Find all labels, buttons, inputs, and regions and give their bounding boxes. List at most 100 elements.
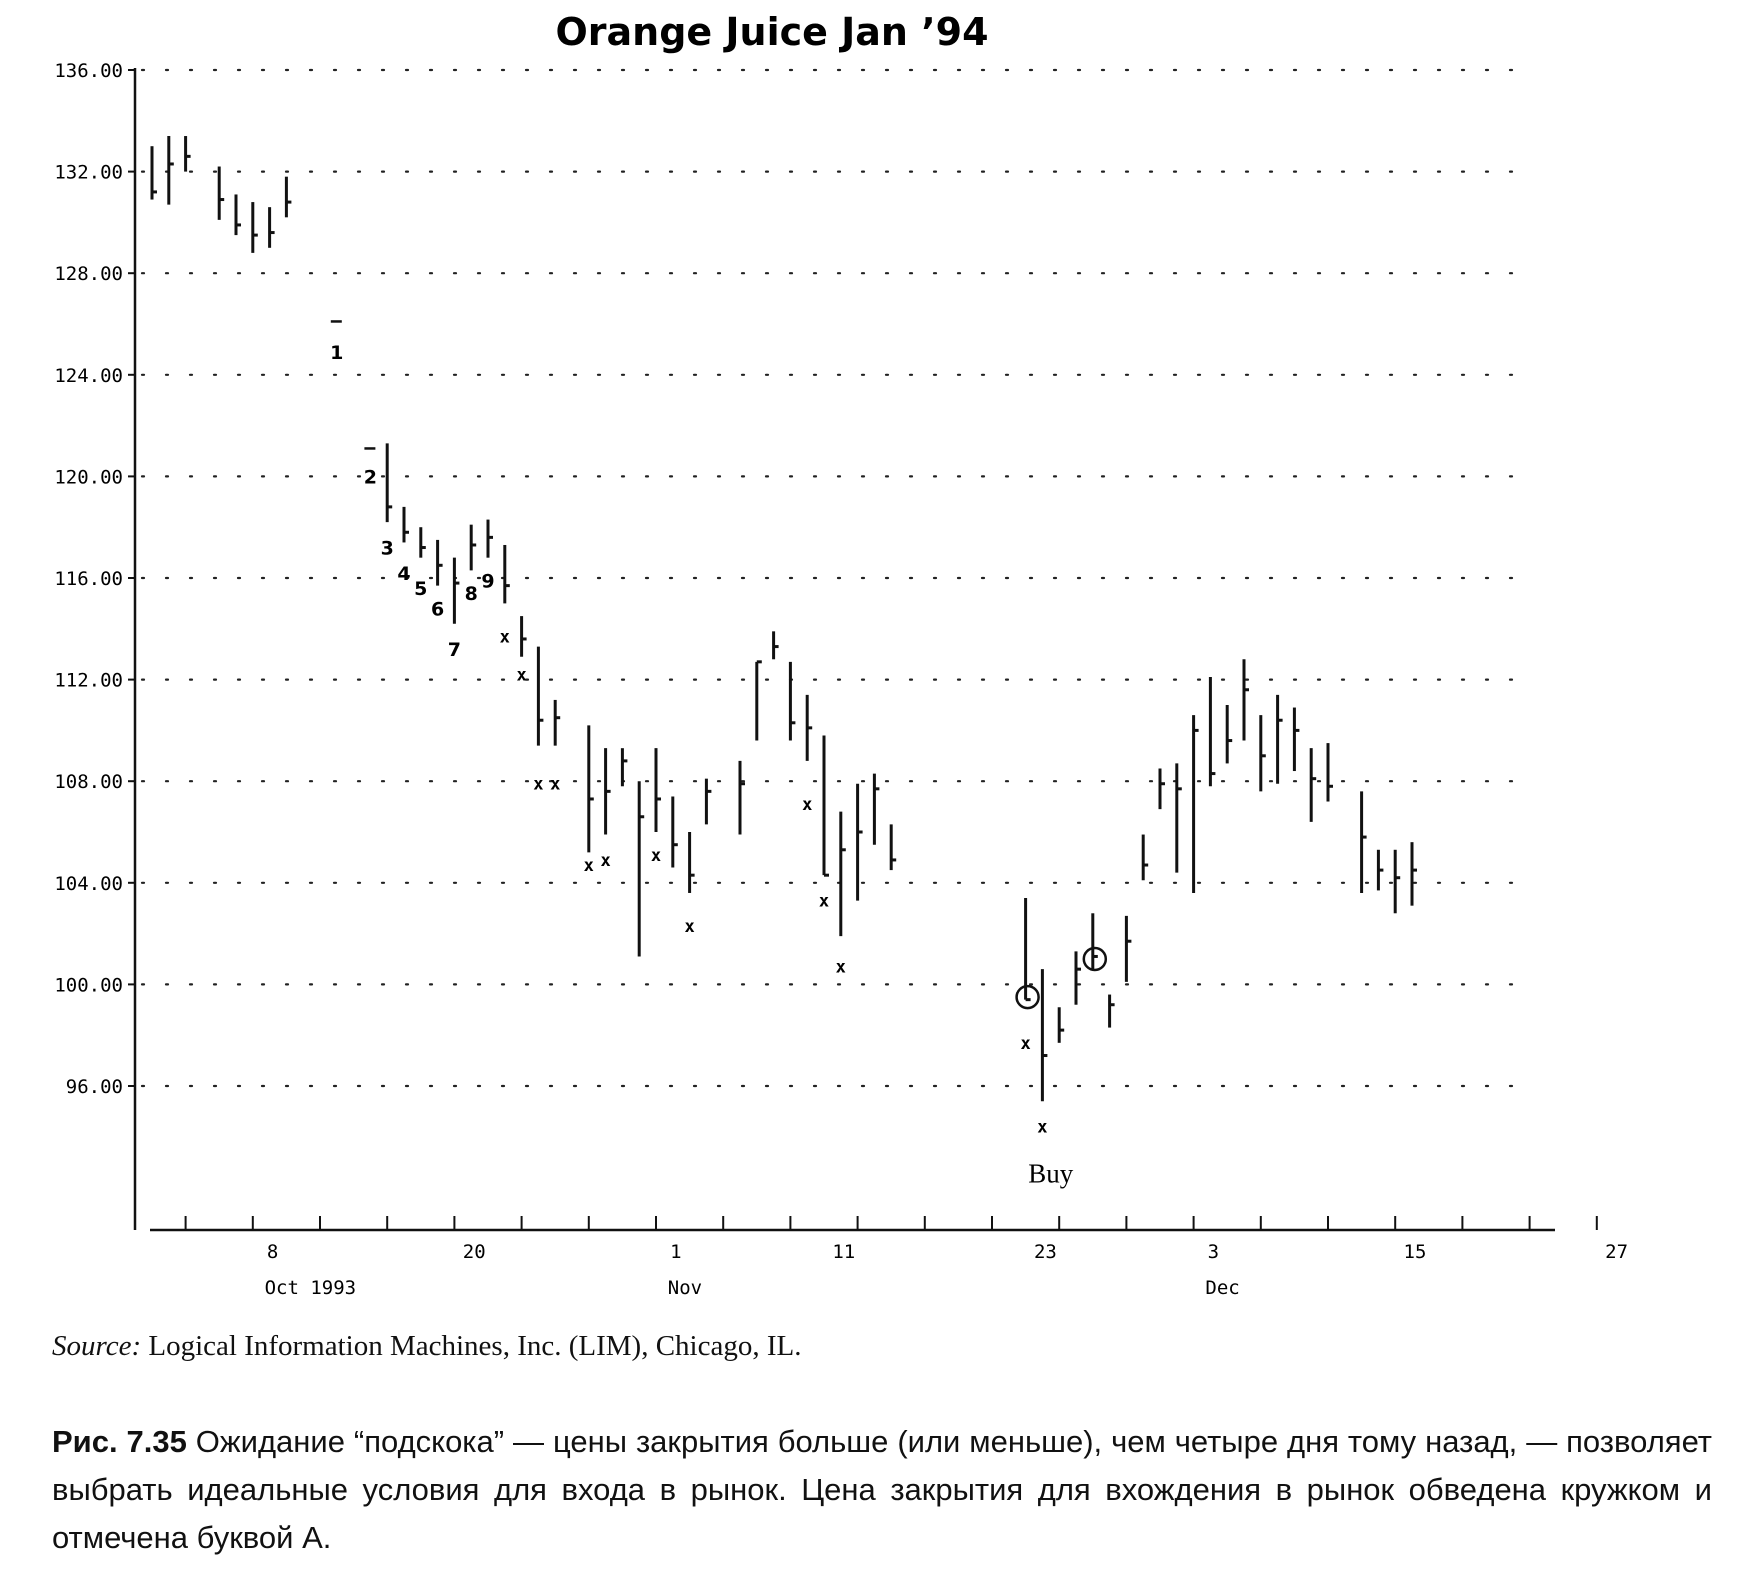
price-bar bbox=[822, 735, 829, 877]
price-bar bbox=[436, 539, 443, 586]
price-bar bbox=[839, 811, 846, 937]
count-label: 7 bbox=[448, 639, 461, 661]
price-bar bbox=[1225, 705, 1233, 764]
chart-title: Orange Juice Jan ’94 bbox=[555, 10, 988, 54]
y-tick-label: 104.00 bbox=[54, 873, 123, 895]
x-marker: x bbox=[1020, 1034, 1030, 1054]
x-tick-label: 20 bbox=[463, 1241, 486, 1263]
y-tick-label: 112.00 bbox=[54, 670, 123, 692]
count-label: 2 bbox=[364, 466, 377, 488]
price-bar bbox=[872, 773, 880, 845]
y-tick-label: 108.00 bbox=[54, 771, 123, 793]
price-bar bbox=[234, 194, 241, 236]
price-bar bbox=[520, 616, 527, 657]
price-bar bbox=[167, 136, 174, 205]
count-label: 4 bbox=[397, 563, 410, 585]
price-bar bbox=[503, 544, 510, 604]
x-tick-label: 23 bbox=[1034, 1241, 1057, 1263]
price-bar bbox=[620, 748, 628, 787]
price-bar bbox=[268, 207, 275, 248]
price-bar bbox=[604, 748, 611, 835]
price-bar bbox=[671, 796, 678, 868]
price-bar bbox=[536, 646, 544, 746]
x-tick-label: 8 bbox=[267, 1241, 278, 1263]
price-bar bbox=[1024, 898, 1031, 1002]
count-label: 6 bbox=[431, 598, 444, 620]
price-bar bbox=[1124, 915, 1132, 982]
month-label: Dec bbox=[1205, 1277, 1239, 1299]
price-bar bbox=[1091, 913, 1098, 970]
price-bar bbox=[1393, 849, 1401, 914]
price-bar bbox=[1208, 677, 1216, 787]
price-bar bbox=[1326, 743, 1333, 802]
price-bar bbox=[251, 202, 258, 253]
x-marker: x bbox=[533, 775, 543, 795]
price-bar bbox=[150, 146, 157, 200]
entry-circle bbox=[1015, 984, 1040, 1010]
buy-label: Buy bbox=[1028, 1158, 1074, 1188]
y-tick-label: 116.00 bbox=[54, 568, 123, 590]
price-bar bbox=[1292, 707, 1300, 772]
x-marker: x bbox=[1037, 1118, 1047, 1138]
price-bar bbox=[688, 832, 695, 893]
x-marker: x bbox=[836, 958, 846, 978]
x-marker: x bbox=[651, 846, 661, 866]
price-bar bbox=[772, 631, 779, 660]
x-marker: x bbox=[500, 627, 510, 647]
price-bar bbox=[1242, 659, 1249, 741]
y-tick-label: 132.00 bbox=[54, 162, 123, 184]
price-bar bbox=[1057, 1007, 1065, 1043]
x-marker: x bbox=[584, 856, 594, 876]
price-bar bbox=[284, 176, 292, 218]
y-tick-labels: 136.00 132.00 128.00 124.00 120.00 116.00 112.… bbox=[54, 60, 123, 1098]
entry-circle bbox=[1082, 946, 1108, 972]
price-bar bbox=[402, 506, 409, 543]
price-bar bbox=[654, 748, 661, 832]
x-tick-label: 15 bbox=[1404, 1241, 1427, 1263]
price-bar bbox=[805, 694, 813, 761]
x-tick-label: 11 bbox=[832, 1241, 855, 1263]
count-label: 5 bbox=[414, 578, 427, 600]
price-bar bbox=[486, 519, 493, 558]
count-label: 1 bbox=[330, 342, 343, 364]
price-bar bbox=[553, 699, 561, 746]
figure-number: Рис. 7.35 bbox=[52, 1424, 187, 1459]
price-bar bbox=[452, 557, 460, 624]
price-bar bbox=[704, 778, 712, 825]
price-bar bbox=[788, 661, 796, 741]
count-label: 9 bbox=[481, 571, 494, 593]
source-note: Source: Logical Information Machines, In… bbox=[52, 1330, 801, 1363]
caption-text: Ожидание “подскока” — цены закрытия боль… bbox=[52, 1424, 1712, 1555]
price-bar bbox=[1175, 763, 1182, 873]
month-label: Nov bbox=[668, 1277, 702, 1299]
source-prefix: Source: bbox=[52, 1330, 142, 1362]
x-tick-label: 1 bbox=[670, 1241, 681, 1263]
price-bar bbox=[1141, 834, 1149, 881]
price-bar bbox=[1360, 791, 1367, 893]
price-bar bbox=[856, 783, 863, 901]
price-bar bbox=[1410, 842, 1417, 906]
price-bar bbox=[738, 760, 745, 835]
price-bar bbox=[184, 136, 191, 172]
x-marker: x bbox=[550, 775, 560, 795]
price-bar bbox=[217, 166, 225, 220]
price-bar bbox=[1192, 715, 1199, 893]
y-tick-label: 120.00 bbox=[54, 466, 123, 488]
y-tick-label: 136.00 bbox=[54, 60, 123, 82]
source-text: Logical Information Machines, Inc. (LIM)… bbox=[141, 1330, 802, 1362]
price-bar bbox=[385, 443, 393, 523]
price-bar bbox=[1158, 768, 1165, 810]
price-bar bbox=[755, 660, 762, 741]
x-marker: x bbox=[684, 917, 694, 937]
x-marker: x bbox=[516, 666, 526, 686]
price-bar bbox=[419, 527, 426, 558]
price-bar bbox=[1074, 951, 1081, 1005]
price-bar bbox=[587, 725, 594, 853]
price-bar bbox=[1309, 748, 1317, 822]
x-marker: x bbox=[819, 892, 829, 912]
price-bar bbox=[1040, 969, 1048, 1102]
x-tick-label: 27 bbox=[1605, 1241, 1628, 1263]
price-bar bbox=[1259, 715, 1266, 792]
